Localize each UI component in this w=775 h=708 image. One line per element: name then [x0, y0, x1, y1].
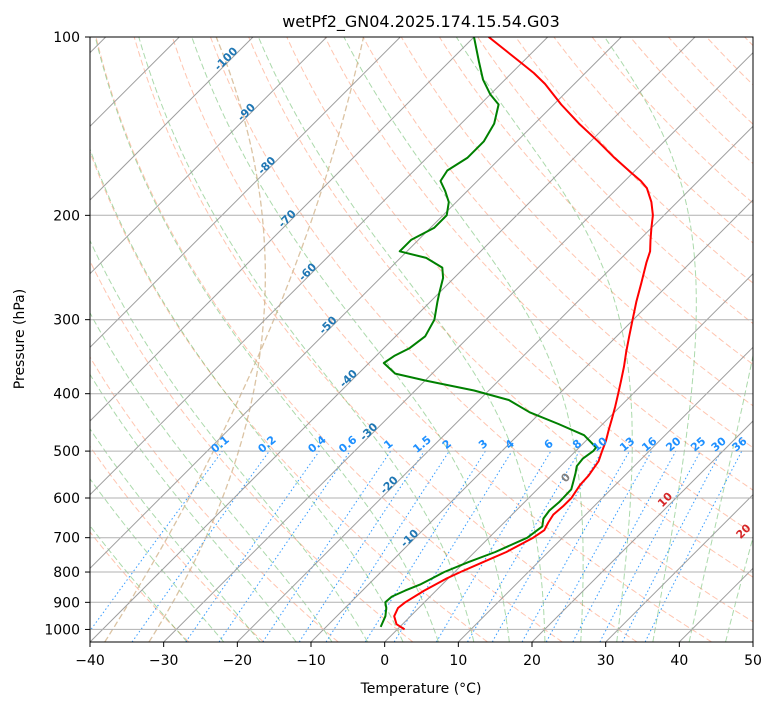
mixing-ratio-line — [572, 450, 677, 642]
x-tick-label: 20 — [523, 653, 541, 669]
y-tick-label: 200 — [53, 208, 80, 224]
dry-adiabat-line — [133, 37, 638, 642]
isotherm-line — [531, 420, 753, 642]
dry-adiabat-line — [210, 37, 753, 623]
y-tick-label: 600 — [53, 491, 80, 507]
isotherm-line — [384, 272, 753, 642]
x-tick-label: 40 — [670, 653, 688, 669]
dry-adiabat-line — [90, 356, 339, 642]
temperature-profile-line — [393, 37, 654, 631]
isotherm-line — [90, 37, 475, 422]
reference-curve — [148, 37, 266, 642]
mixing-ratio-line — [185, 450, 320, 642]
mixing-ratio-line — [262, 450, 392, 642]
chart-title: wetPf2_GN04.2025.174.15.54.G03 — [282, 12, 560, 32]
mixing-ratio-line — [298, 450, 425, 642]
isotherm-grid — [90, 37, 753, 642]
y-tick-label: 100 — [53, 30, 80, 46]
mixing-ratio-line — [218, 450, 351, 642]
mixing-ratio-line — [644, 450, 743, 642]
x-tick-label: 50 — [744, 653, 762, 669]
isotherm-line — [90, 37, 401, 349]
dry-adiabat-line — [400, 37, 753, 407]
y-tick-label: 800 — [53, 565, 80, 581]
mixing-ratio-line — [325, 450, 450, 642]
x-tick-label: 0 — [380, 653, 389, 669]
dry-adiabat-line — [248, 37, 753, 578]
plot-frame — [89, 36, 754, 643]
y-tick-label: 900 — [53, 595, 80, 611]
dry-adiabat-line — [90, 531, 190, 642]
isobar-grid — [90, 37, 753, 630]
isotherm-line — [236, 125, 753, 642]
isotherm-line — [90, 37, 549, 496]
axes: −40 −30 −20 −10 0 10 20 30 40 50 100 200 300 400 500 60… — [44, 30, 762, 669]
isotherm-line — [90, 37, 328, 275]
dry-adiabat-line — [90, 445, 264, 642]
y-tick-label: 300 — [53, 313, 80, 329]
mixing-ratio-line — [393, 450, 513, 642]
isotherm-line — [163, 51, 753, 642]
y-tick-label: 700 — [53, 531, 80, 547]
dry-adiabat-line — [438, 37, 753, 366]
mixing-ratio-line — [521, 450, 630, 642]
dewpoint-profile-line — [379, 37, 598, 628]
moist-adiabat-line — [138, 37, 475, 642]
moist-adiabat-line — [257, 37, 546, 642]
y-axis-label: Pressure (hPa) — [12, 289, 28, 389]
moist-adiabat-line — [90, 427, 261, 642]
isotherm-line — [90, 37, 622, 570]
moist-adiabat-line — [90, 147, 404, 642]
x-tick-label: 10 — [449, 653, 467, 669]
profile-series — [379, 37, 654, 631]
x-axis-label: Temperature (°C) — [360, 681, 482, 697]
y-tick-label: 400 — [53, 387, 80, 403]
mixing-ratio-line — [90, 450, 223, 632]
moist-adiabat-line — [90, 477, 225, 642]
moist-adiabat-line — [90, 373, 297, 642]
y-tick-label: 500 — [53, 444, 80, 460]
y-tick-label: 1000 — [44, 622, 80, 638]
dry-adiabat-line — [95, 37, 563, 642]
x-tick-label: −40 — [75, 653, 105, 669]
isotherm-line — [605, 493, 753, 642]
moist-adiabat-line — [94, 37, 439, 642]
mixing-ratio-lines — [90, 450, 743, 642]
x-tick-label: 30 — [597, 653, 615, 669]
dry-adiabat-line — [515, 37, 753, 284]
moist-adiabats — [90, 37, 753, 642]
moist-adiabat-line — [688, 353, 753, 642]
isotherm-line — [310, 199, 753, 642]
moist-adiabat-line — [90, 525, 188, 642]
reference-curve — [104, 37, 365, 642]
mixing-ratio-line — [131, 450, 270, 642]
dry-adiabat-line — [90, 150, 488, 642]
x-tick-label: −20 — [223, 653, 253, 669]
mixing-ratio-line — [545, 450, 653, 642]
isotherm-line — [457, 346, 753, 642]
moist-adiabat-line — [604, 37, 697, 642]
dry-adiabats — [90, 37, 753, 642]
isotherm-line — [90, 37, 254, 201]
x-tick-label: −10 — [296, 653, 326, 669]
lcl-curve — [104, 37, 365, 642]
x-tick-label: −30 — [149, 653, 179, 669]
moist-adiabat-line — [90, 239, 369, 642]
